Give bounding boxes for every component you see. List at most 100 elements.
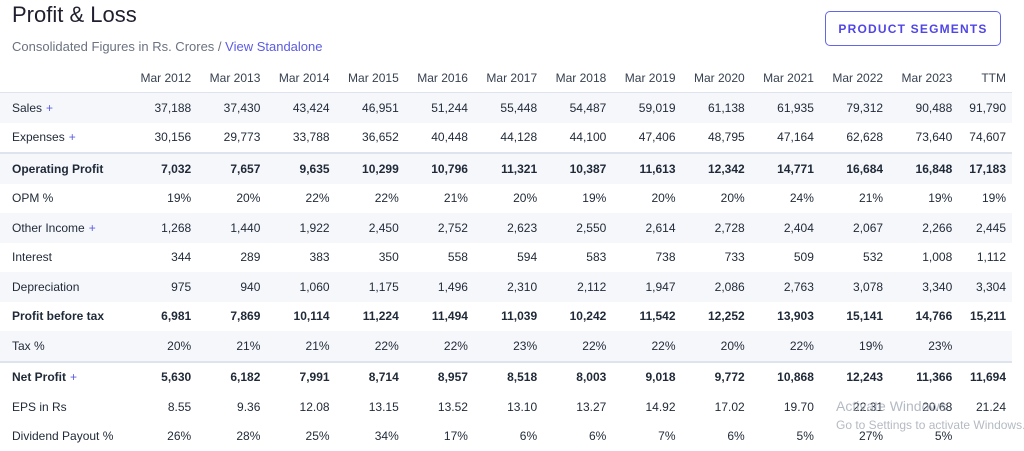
row-label-text: Net Profit: [12, 370, 66, 384]
row-label[interactable]: Other Income+: [0, 213, 128, 243]
table-cell: 2,763: [751, 272, 820, 302]
row-label-text: Operating Profit: [12, 162, 103, 176]
table-cell: 74,607: [958, 123, 1012, 154]
table-cell: 36,652: [336, 123, 405, 154]
table-cell: 29,773: [197, 123, 266, 154]
table-cell: 9.36: [197, 392, 266, 422]
table-cell: 28%: [197, 422, 266, 451]
table-cell: 20%: [612, 184, 681, 214]
table-cell: 13.10: [474, 392, 543, 422]
column-header: Mar 2015: [336, 63, 405, 93]
table-cell: 24%: [751, 184, 820, 214]
table-cell: 37,430: [197, 93, 266, 123]
table-cell: 11,494: [405, 302, 474, 332]
table-cell: 91,790: [958, 93, 1012, 123]
table-cell: 11,613: [612, 153, 681, 184]
table-cell: 7,657: [197, 153, 266, 184]
table-cell: 59,019: [612, 93, 681, 123]
table-cell: 2,752: [405, 213, 474, 243]
expand-plus-icon[interactable]: +: [89, 221, 96, 235]
table-cell: 8,957: [405, 362, 474, 393]
column-header: Mar 2017: [474, 63, 543, 93]
expand-plus-icon[interactable]: +: [46, 101, 53, 115]
table-cell: 8.55: [128, 392, 197, 422]
row-label-text: Expenses: [12, 130, 65, 144]
table-cell: 11,039: [474, 302, 543, 332]
table-cell: 47,406: [612, 123, 681, 154]
table-cell: 22%: [405, 331, 474, 362]
table-cell: 11,321: [474, 153, 543, 184]
table-cell: 10,796: [405, 153, 474, 184]
table-cell: 6,182: [197, 362, 266, 393]
row-label[interactable]: Expenses +: [0, 123, 128, 154]
row-label[interactable]: Net Profit +: [0, 362, 128, 393]
table-cell: 5,630: [128, 362, 197, 393]
product-segments-button[interactable]: PRODUCT SEGMENTS: [825, 11, 1001, 46]
table-cell: 20%: [474, 184, 543, 214]
table-cell: 13.15: [336, 392, 405, 422]
table-cell: 51,244: [405, 93, 474, 123]
table-cell: 21.24: [958, 392, 1012, 422]
expand-plus-icon[interactable]: +: [69, 130, 76, 144]
row-label-text: Profit before tax: [12, 309, 104, 323]
table-cell: 6,981: [128, 302, 197, 332]
row-label-text: Dividend Payout %: [12, 429, 113, 443]
table-cell: 13.52: [405, 392, 474, 422]
table-cell: 10,387: [543, 153, 612, 184]
table-cell: 1,496: [405, 272, 474, 302]
table-row: OPM %19%20%22%22%21%20%19%20%20%24%21%19…: [0, 184, 1012, 214]
table-cell: 37,188: [128, 93, 197, 123]
table-cell: 12.08: [266, 392, 335, 422]
table-cell: 44,128: [474, 123, 543, 154]
table-cell: 17.02: [682, 392, 751, 422]
row-label: Tax %: [0, 331, 128, 362]
column-header: Mar 2019: [612, 63, 681, 93]
table-cell: 289: [197, 243, 266, 273]
table-cell: 20.68: [889, 392, 958, 422]
table-cell: 383: [266, 243, 335, 273]
page-title: Profit & Loss: [12, 2, 137, 28]
table-cell: 23%: [474, 331, 543, 362]
table-cell: 2,310: [474, 272, 543, 302]
table-cell: 21%: [820, 184, 889, 214]
row-label: Dividend Payout %: [0, 422, 128, 451]
table-cell: 48,795: [682, 123, 751, 154]
row-label: OPM %: [0, 184, 128, 214]
row-label-header: [0, 63, 128, 93]
table-cell: 1,268: [128, 213, 197, 243]
column-header: TTM: [958, 63, 1012, 93]
table-cell: 12,342: [682, 153, 751, 184]
table-cell: 2,623: [474, 213, 543, 243]
table-cell: 594: [474, 243, 543, 273]
table-cell: 9,635: [266, 153, 335, 184]
row-label-text: Interest: [12, 250, 52, 264]
table-cell: 15,141: [820, 302, 889, 332]
table-cell: 2,614: [612, 213, 681, 243]
table-cell: 34%: [336, 422, 405, 451]
table-cell: 1,175: [336, 272, 405, 302]
table-cell: 21%: [266, 331, 335, 362]
table-cell: 22%: [336, 184, 405, 214]
table-cell: 2,450: [336, 213, 405, 243]
table-cell: 14.92: [612, 392, 681, 422]
expand-plus-icon[interactable]: +: [70, 370, 77, 384]
table-cell: 23%: [889, 331, 958, 362]
row-label[interactable]: Sales+: [0, 93, 128, 123]
table-cell: 2,404: [751, 213, 820, 243]
table-cell: 20%: [197, 184, 266, 214]
table-cell: 14,771: [751, 153, 820, 184]
table-cell: 10,299: [336, 153, 405, 184]
column-header: Mar 2016: [405, 63, 474, 93]
view-standalone-link[interactable]: View Standalone: [225, 39, 322, 54]
table-cell: 17,183: [958, 153, 1012, 184]
table-cell: 61,935: [751, 93, 820, 123]
table-cell: 1,112: [958, 243, 1012, 273]
